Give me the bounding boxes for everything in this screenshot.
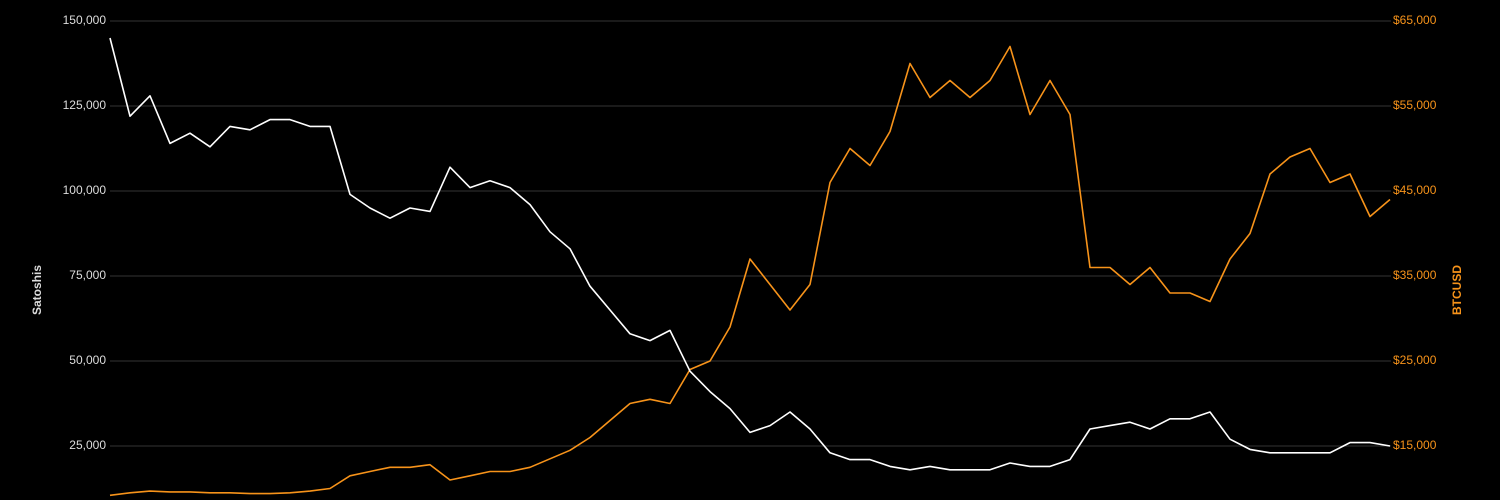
y2-tick-label: $15,000 bbox=[1393, 438, 1437, 452]
y2-tick-label: $55,000 bbox=[1393, 98, 1437, 112]
series-line bbox=[109, 45, 1391, 497]
y-tick-label: 75,000 bbox=[69, 268, 106, 282]
y-tick-label: 50,000 bbox=[69, 353, 106, 367]
y-axis-title: Satoshis bbox=[30, 265, 44, 315]
y-tick-label: 25,000 bbox=[69, 438, 106, 452]
y2-tick-label: $45,000 bbox=[1393, 183, 1437, 197]
y-tick-label: 150,000 bbox=[63, 13, 107, 27]
y2-axis-title: BTCUSD bbox=[1450, 265, 1464, 315]
y2-tick-label: $35,000 bbox=[1393, 268, 1437, 282]
series-line bbox=[109, 37, 1391, 471]
y-tick-label: 125,000 bbox=[63, 98, 107, 112]
y2-tick-label: $65,000 bbox=[1393, 13, 1437, 27]
y2-tick-label: $25,000 bbox=[1393, 353, 1437, 367]
y-tick-label: 100,000 bbox=[63, 183, 107, 197]
